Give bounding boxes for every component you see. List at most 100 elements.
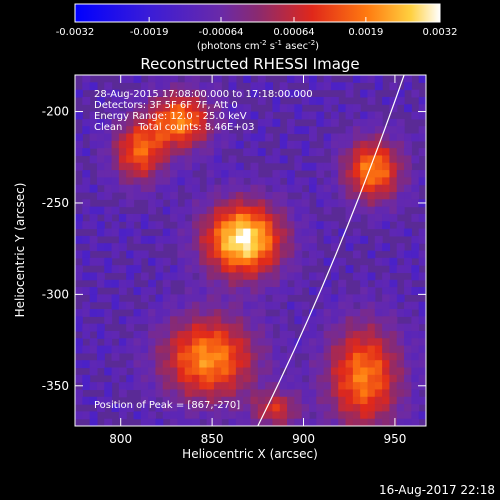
heatmap-cell <box>235 301 244 310</box>
heatmap-cell <box>213 345 222 354</box>
heatmap-cell <box>170 199 178 208</box>
heatmap-cell <box>360 235 369 244</box>
heatmap-cell <box>257 374 266 383</box>
heatmap-cell <box>382 418 391 426</box>
heatmap-cell <box>243 330 252 339</box>
heatmap-cell <box>184 96 193 105</box>
heatmap-cell <box>411 404 420 412</box>
heatmap-cell <box>192 243 200 252</box>
colorbar-tick-label: -0.0019 <box>130 27 169 38</box>
heatmap-cell <box>126 272 135 281</box>
heatmap-cell <box>382 389 391 398</box>
heatmap-cell <box>272 272 281 281</box>
heatmap-cell <box>272 257 281 266</box>
heatmap-cell <box>367 301 376 310</box>
heatmap-cell <box>418 250 426 259</box>
heatmap-cell <box>177 382 186 391</box>
heatmap-cell <box>309 126 317 135</box>
heatmap-cell <box>177 155 186 164</box>
heatmap-cell <box>250 309 259 317</box>
heatmap-cell <box>250 411 259 420</box>
heatmap-cell <box>404 411 412 420</box>
heatmap-cell <box>309 148 317 157</box>
heatmap-cell <box>228 243 237 252</box>
heatmap-cell <box>199 257 208 266</box>
heatmap-cell <box>213 330 222 339</box>
heatmap-cell <box>170 170 178 178</box>
heatmap-cell <box>352 162 361 171</box>
heatmap-cell <box>294 213 303 222</box>
heatmap-cell <box>162 323 171 332</box>
heatmap-cell <box>192 111 200 120</box>
heatmap-cell <box>192 367 200 376</box>
heatmap-cell <box>199 148 208 157</box>
heatmap-cell <box>75 389 83 398</box>
heatmap-cell <box>162 206 171 215</box>
heatmap-cell <box>301 411 310 420</box>
heatmap-cell <box>404 338 412 347</box>
heatmap-cell <box>250 199 259 208</box>
heatmap-cell <box>228 162 237 171</box>
heatmap-cell <box>228 418 237 426</box>
heatmap-cell <box>228 155 237 164</box>
heatmap-cell <box>287 118 295 127</box>
heatmap-cell <box>418 170 426 178</box>
heatmap-cell <box>294 206 303 215</box>
heatmap-cell <box>133 177 142 186</box>
heatmap-cell <box>199 382 208 391</box>
heatmap-cell <box>323 418 332 426</box>
heatmap-cell <box>301 323 310 332</box>
heatmap-cell <box>301 301 310 310</box>
heatmap-cell <box>96 309 105 317</box>
heatmap-cell <box>352 133 361 142</box>
heatmap-cell <box>294 396 303 405</box>
heatmap-cell <box>265 243 274 252</box>
heatmap-cell <box>287 338 295 347</box>
heatmap-cell <box>155 184 164 193</box>
heatmap-cell <box>411 184 420 193</box>
heatmap-cell <box>177 404 186 412</box>
heatmap-cell <box>133 89 142 98</box>
heatmap-cell <box>345 352 354 361</box>
heatmap-cell <box>228 133 237 142</box>
heatmap-cell <box>213 213 222 222</box>
heatmap-cell <box>360 301 369 310</box>
heatmap-cell <box>148 367 157 376</box>
heatmap-cell <box>257 396 266 405</box>
heatmap-cell <box>265 374 274 383</box>
heatmap-cell <box>155 360 164 369</box>
heatmap-cell <box>213 140 222 149</box>
heatmap-cell <box>111 140 120 149</box>
heatmap-cell <box>360 140 369 149</box>
heatmap-cell <box>404 396 412 405</box>
heatmap-cell <box>360 272 369 281</box>
x-tick-label: 800 <box>109 432 132 446</box>
heatmap-cell <box>199 192 208 200</box>
heatmap-cell <box>250 360 259 369</box>
heatmap-cell <box>133 118 142 127</box>
heatmap-cell <box>170 96 178 105</box>
heatmap-cell <box>323 338 332 347</box>
heatmap-cell <box>367 374 376 383</box>
heatmap-cell <box>192 177 200 186</box>
heatmap-cell <box>235 338 244 347</box>
heatmap-cell <box>404 177 412 186</box>
heatmap-cell <box>82 330 91 339</box>
heatmap-cell <box>418 374 426 383</box>
heatmap-cell <box>360 206 369 215</box>
heatmap-cell <box>345 184 354 193</box>
heatmap-cell <box>104 279 113 288</box>
heatmap-cell <box>265 228 274 237</box>
heatmap-cell <box>140 126 149 135</box>
heatmap-cell <box>221 177 230 186</box>
heatmap-cell <box>316 396 325 405</box>
heatmap-cell <box>257 235 266 244</box>
heatmap-cell <box>338 104 347 113</box>
heatmap-cell <box>250 294 259 303</box>
heatmap-cell <box>338 177 347 186</box>
heatmap-cell <box>140 360 149 369</box>
heatmap-cell <box>111 265 120 274</box>
heatmap-cell <box>82 126 91 135</box>
plot-title: Reconstructed RHESSI Image <box>140 55 359 73</box>
heatmap-cell <box>75 309 83 317</box>
